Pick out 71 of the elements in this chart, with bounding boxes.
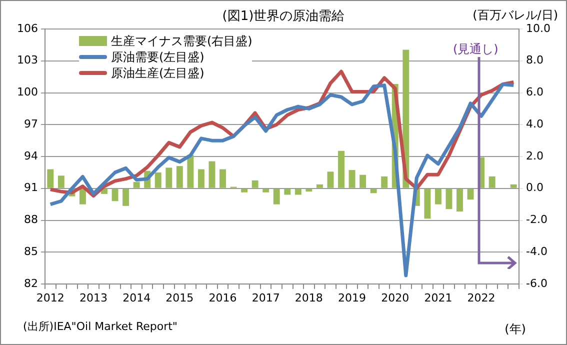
bar	[434, 188, 442, 204]
bar	[252, 180, 258, 188]
x-tick-label: 2020	[381, 291, 410, 304]
x-tick-label: 2018	[294, 291, 323, 304]
bar	[241, 188, 248, 192]
bar	[220, 169, 226, 188]
x-tick-label: 2016	[208, 291, 237, 304]
bar	[122, 188, 130, 206]
y-tick-label: 106	[17, 22, 38, 35]
bar	[306, 188, 312, 192]
bar	[198, 169, 204, 188]
bar	[381, 176, 388, 188]
x-axis-title: (年)	[504, 321, 526, 338]
bar	[467, 188, 474, 200]
x-tick-label: 2017	[252, 291, 280, 304]
x-tick-label: 2012	[36, 291, 64, 304]
y2-tick-label: 8.0	[526, 54, 544, 67]
bar	[133, 182, 140, 188]
y-tick-label: 100	[17, 86, 38, 99]
bar	[338, 150, 344, 188]
bar	[262, 188, 270, 192]
bar	[284, 188, 291, 195]
bar	[456, 188, 463, 212]
bar	[176, 166, 183, 188]
bar	[58, 176, 64, 188]
y-tick-label: 88	[24, 213, 38, 226]
bar	[47, 169, 54, 188]
y-tick-label: 85	[24, 244, 38, 258]
y2-tick-label: -4.0	[526, 244, 548, 258]
y2-tick-label: 0.0	[526, 181, 544, 194]
bar	[208, 161, 216, 188]
bar	[112, 188, 118, 202]
y2-tick-label: 4.0	[526, 117, 544, 130]
y2-axis-title: (百万バレル/日)	[472, 7, 558, 24]
bar	[424, 188, 431, 219]
bar	[446, 188, 452, 210]
bar	[327, 172, 334, 188]
y-tick-label: 103	[17, 54, 38, 67]
bar	[370, 188, 377, 194]
bar	[488, 176, 496, 188]
bar	[273, 188, 280, 204]
y2-tick-label: 2.0	[526, 149, 544, 162]
x-tick-label: 2021	[424, 291, 452, 304]
x-tick-label: 2014	[122, 291, 151, 304]
bar	[510, 184, 517, 188]
bar	[79, 188, 86, 204]
y-tick-label: 82	[24, 276, 38, 290]
y2-tick-label: -6.0	[526, 276, 548, 290]
y-tick-label: 97	[24, 117, 38, 130]
bar	[154, 172, 162, 188]
bar	[166, 168, 172, 188]
x-tick-label: 2015	[166, 291, 194, 304]
legend-label: 原油生産(左目盛)	[111, 65, 204, 81]
bar	[316, 184, 323, 188]
x-tick-label: 2019	[338, 291, 366, 304]
bar	[360, 174, 366, 188]
y-tick-label: 91	[24, 181, 38, 194]
y2-tick-label: 10.0	[526, 22, 550, 35]
y2-tick-label: -2.0	[526, 213, 548, 226]
legend-label: 生産マイナス需要(右目盛)	[111, 33, 252, 49]
x-tick-label: 2022	[467, 291, 496, 304]
y2-tick-label: 6.0	[526, 86, 544, 99]
bar	[187, 154, 194, 188]
text: (出所)IEA"Oil Market Report"	[23, 319, 178, 334]
legend-label: 原油需要(左目盛)	[111, 49, 204, 65]
bar	[348, 170, 356, 188]
bar	[294, 188, 302, 195]
annotation: (見通し)	[453, 41, 498, 58]
chart-title: (図1)世界の原油需給	[222, 9, 345, 24]
y-tick-label: 94	[24, 149, 38, 162]
x-tick-label: 2013	[79, 291, 108, 304]
